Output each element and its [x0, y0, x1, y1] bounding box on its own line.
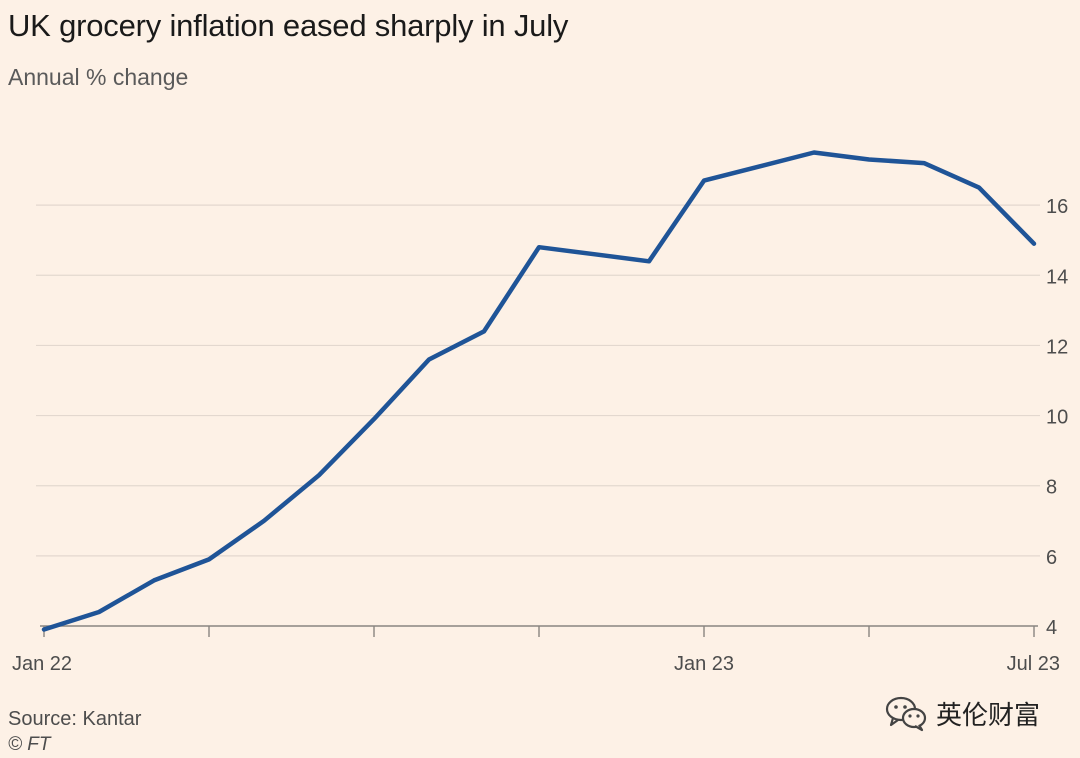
x-tick-label: Jan 23 — [674, 653, 734, 675]
chart-title: UK grocery inflation eased sharply in Ju… — [8, 8, 569, 43]
watermark: 英伦财富 — [884, 694, 1040, 732]
watermark-text: 英伦财富 — [936, 700, 1041, 731]
y-tick-label: 10 — [1046, 407, 1068, 429]
chart-subtitle: Annual % change — [8, 64, 189, 90]
source-note: Source: Kantar — [8, 708, 142, 730]
y-tick-label: 14 — [1046, 266, 1068, 288]
x-tick-label: Jan 22 — [12, 653, 72, 675]
y-tick-label: 12 — [1046, 336, 1068, 358]
series-line — [41, 150, 1037, 632]
copyright-note: © FT — [8, 734, 51, 755]
y-tick-label: 8 — [1046, 477, 1057, 499]
y-tick-label: 4 — [1046, 617, 1057, 639]
x-tick-label: Jul 23 — [1007, 653, 1060, 675]
wechat-icon — [885, 696, 927, 732]
y-tick-label: 16 — [1046, 196, 1068, 218]
y-tick-label: 6 — [1046, 547, 1057, 569]
